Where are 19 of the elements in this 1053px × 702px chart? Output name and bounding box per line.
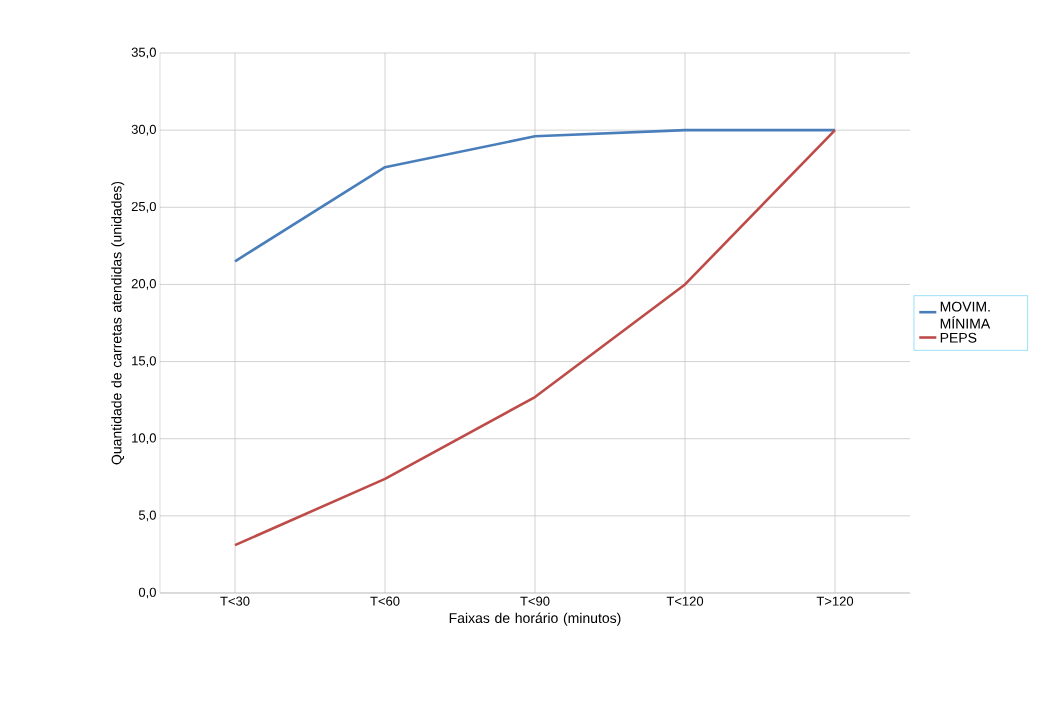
y-tick-label: 15,0 xyxy=(132,356,156,367)
x-tick-label: T<60 xyxy=(370,596,400,606)
legend-label: MOVIM. MÍNIMA xyxy=(940,301,991,329)
x-axis-title: Faixas de horário (minutos) xyxy=(449,612,621,626)
line-series xyxy=(233,128,837,263)
y-tick-label: 10,0 xyxy=(132,433,156,445)
x-tick-label: T>120 xyxy=(816,596,854,606)
y-tick-label: 20,0 xyxy=(131,279,156,290)
legend-label: PEPS xyxy=(940,332,977,343)
y-axis-title: Quantidade de carretas atendidas (unidades) xyxy=(111,181,125,465)
y-tick-label: 35,0 xyxy=(131,47,156,59)
x-tick-label: T<120 xyxy=(666,596,704,606)
y-tick-label: 30,0 xyxy=(131,124,156,136)
y-tick-label: 5,0 xyxy=(138,510,156,522)
y-tick-label: 0,0 xyxy=(138,587,156,599)
x-tick-label: T<90 xyxy=(520,596,550,606)
x-tick-label: T<30 xyxy=(220,596,250,606)
line-series xyxy=(233,128,837,547)
y-tick-label: 25,0 xyxy=(131,201,156,213)
